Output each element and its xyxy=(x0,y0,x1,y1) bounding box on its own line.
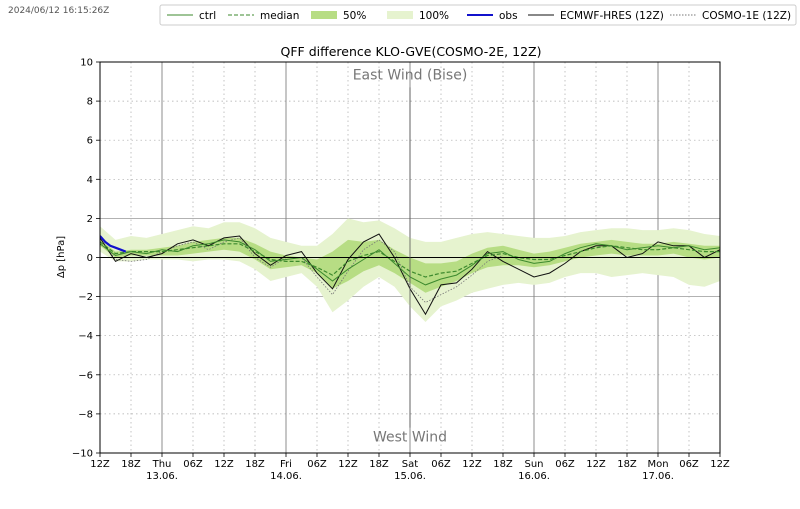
y-tick-label: 4 xyxy=(87,175,93,186)
x-tick-label: 12Z xyxy=(586,459,606,470)
plot-area: East Wind (Bise) West Wind −10 −8 −6 −4 −2 0 2 4 6… xyxy=(72,58,730,483)
y-tick-label: 2 xyxy=(87,214,93,225)
y-tick-label: −10 xyxy=(72,449,93,460)
legend-label-ctrl: ctrl xyxy=(199,10,216,22)
timestamp-label: 2024/06/12 16:15:26Z xyxy=(8,6,110,16)
x-tick-label: Sat xyxy=(402,459,418,470)
x-tick-label: Sun xyxy=(524,459,543,470)
y-tick-label: −2 xyxy=(78,292,93,303)
x-tick-label: 18Z xyxy=(493,459,513,470)
legend-label-median: median xyxy=(260,10,299,22)
series-obs-line xyxy=(100,235,127,253)
legend-label-cosmo1e: COSMO-1E (12Z) xyxy=(702,10,791,22)
x-tick-label: 14.06. xyxy=(270,471,302,482)
x-tick-label: 06Z xyxy=(431,459,451,470)
x-tick-label: 06Z xyxy=(307,459,327,470)
legend-label-obs: obs xyxy=(499,10,518,22)
x-tick-label: 17.06. xyxy=(642,471,674,482)
x-tick-label: Thu xyxy=(152,459,172,470)
chart-legend: ctrl median 50% 100% obs ECMWF-HRES (12Z) COSM… xyxy=(159,4,797,26)
y-axis-label: Δp [hPa] xyxy=(56,236,67,278)
y-tick-label: 10 xyxy=(80,58,93,69)
y-tick-label: 0 xyxy=(87,253,93,264)
annotation-east-wind: East Wind (Bise) xyxy=(353,68,468,84)
x-tick-label: 12Z xyxy=(462,459,482,470)
x-tick-label: 12Z xyxy=(214,459,234,470)
x-tick-label: 18Z xyxy=(245,459,265,470)
legend-label-band100: 100% xyxy=(419,10,449,22)
x-tick-label: 18Z xyxy=(369,459,389,470)
x-tick-label: 12Z xyxy=(338,459,358,470)
x-tick-label: 13.06. xyxy=(146,471,178,482)
chart-title: QFF difference KLO-GVE(COSMO-2E, 12Z) xyxy=(281,44,542,59)
y-tick-label: −6 xyxy=(78,370,93,381)
x-tick-label: 06Z xyxy=(679,459,699,470)
series-cosmo1e-line xyxy=(100,237,504,303)
x-tick-label: 16.06. xyxy=(518,471,550,482)
x-tick-label: 06Z xyxy=(555,459,575,470)
x-tick-label: 18Z xyxy=(121,459,141,470)
x-tick-label: Mon xyxy=(647,459,668,470)
y-tick-label: 8 xyxy=(87,97,93,108)
x-tick-label: 18Z xyxy=(617,459,637,470)
y-tick-label: 6 xyxy=(87,136,93,147)
legend-label-band50: 50% xyxy=(343,10,366,22)
legend-swatch-band100 xyxy=(387,11,413,19)
legend-label-ecmwf: ECMWF-HRES (12Z) xyxy=(560,10,664,22)
y-tick-label: −4 xyxy=(78,331,93,342)
x-tick-label: 12Z xyxy=(90,459,110,470)
x-tick-label: Fri xyxy=(280,459,292,470)
legend-swatch-band50 xyxy=(311,11,337,19)
annotation-west-wind: West Wind xyxy=(373,429,447,445)
x-tick-label: 06Z xyxy=(183,459,203,470)
x-tick-label: 12Z xyxy=(710,459,730,470)
y-tick-label: −8 xyxy=(78,409,93,420)
x-tick-label: 15.06. xyxy=(394,471,426,482)
